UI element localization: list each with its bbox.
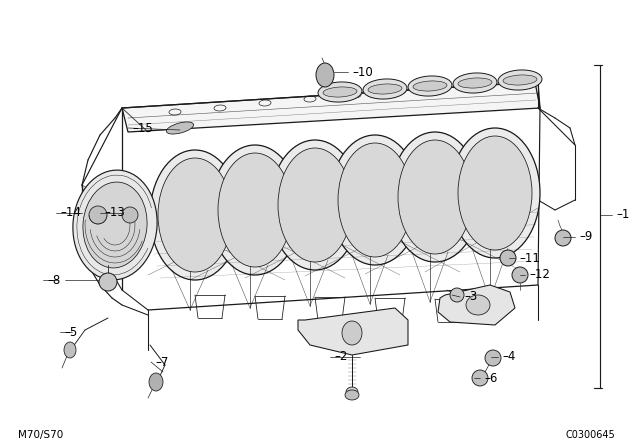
Text: –4: –4 <box>502 350 515 363</box>
Ellipse shape <box>498 70 542 90</box>
Text: C0300645: C0300645 <box>565 430 615 440</box>
Ellipse shape <box>83 182 147 268</box>
Text: –2: –2 <box>334 350 348 363</box>
Ellipse shape <box>450 288 464 302</box>
Ellipse shape <box>503 75 537 85</box>
Ellipse shape <box>218 153 292 267</box>
Text: M70/S70: M70/S70 <box>18 430 63 440</box>
Ellipse shape <box>458 136 532 250</box>
Ellipse shape <box>453 73 497 93</box>
Text: –12: –12 <box>529 268 550 281</box>
Ellipse shape <box>210 145 300 275</box>
Ellipse shape <box>390 132 480 262</box>
Ellipse shape <box>99 273 117 291</box>
Ellipse shape <box>450 128 540 258</box>
Polygon shape <box>298 308 408 355</box>
Ellipse shape <box>512 267 528 283</box>
Ellipse shape <box>398 140 472 254</box>
Text: –8: –8 <box>47 273 60 287</box>
Ellipse shape <box>346 387 358 397</box>
Ellipse shape <box>122 207 138 223</box>
Ellipse shape <box>330 135 420 265</box>
Text: –10: –10 <box>352 65 372 78</box>
Ellipse shape <box>345 390 359 400</box>
Text: –15: –15 <box>132 121 153 134</box>
Ellipse shape <box>323 87 357 97</box>
Polygon shape <box>438 285 515 325</box>
Ellipse shape <box>458 78 492 88</box>
Ellipse shape <box>342 321 362 345</box>
Text: –3: –3 <box>464 290 477 303</box>
Ellipse shape <box>64 342 76 358</box>
Ellipse shape <box>73 170 157 280</box>
Ellipse shape <box>555 230 571 246</box>
Text: –9: –9 <box>579 231 593 244</box>
Text: –5: –5 <box>64 326 77 339</box>
Ellipse shape <box>363 79 407 99</box>
Ellipse shape <box>166 122 193 134</box>
Text: –7: –7 <box>155 356 168 369</box>
Ellipse shape <box>338 143 412 257</box>
Ellipse shape <box>408 76 452 96</box>
Ellipse shape <box>149 373 163 391</box>
Polygon shape <box>122 82 540 132</box>
Ellipse shape <box>270 140 360 270</box>
Ellipse shape <box>466 295 490 315</box>
Ellipse shape <box>413 81 447 91</box>
Ellipse shape <box>158 158 232 272</box>
Text: –6: –6 <box>484 371 497 384</box>
Text: –11: –11 <box>519 251 540 264</box>
Text: –13: –13 <box>104 207 125 220</box>
Ellipse shape <box>150 150 240 280</box>
Ellipse shape <box>278 148 352 262</box>
Ellipse shape <box>316 63 334 87</box>
Ellipse shape <box>500 250 516 266</box>
Ellipse shape <box>368 84 402 94</box>
Ellipse shape <box>485 350 501 366</box>
Text: –1: –1 <box>616 208 629 221</box>
Ellipse shape <box>472 370 488 386</box>
Text: –14: –14 <box>60 207 81 220</box>
Ellipse shape <box>318 82 362 102</box>
Ellipse shape <box>89 206 107 224</box>
